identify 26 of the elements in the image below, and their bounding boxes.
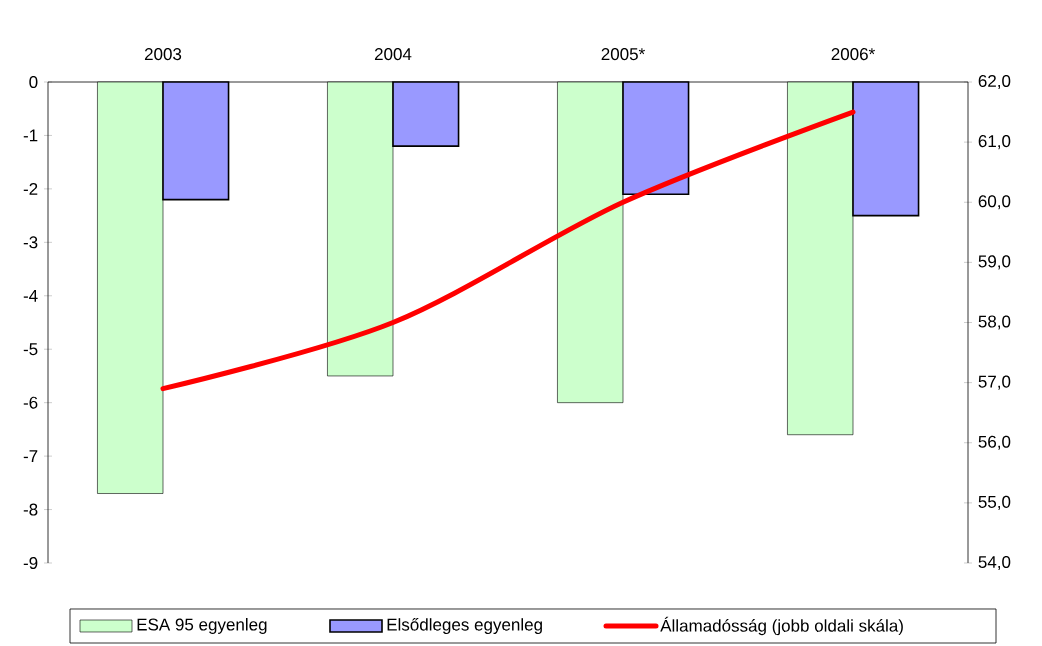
y2-tick-label: 59,0 [978,255,1011,270]
y2-tick-label: 60,0 [978,195,1011,210]
y2-tick-label: 62,0 [978,74,1011,90]
y2-tick-label: 58,0 [978,315,1011,330]
y-tick-label: -5 [23,343,38,356]
y-tick-label: -1 [23,129,38,142]
y-tick-label: -4 [23,289,38,302]
y-tick-label: -9 [23,556,38,570]
y-tick-label: -6 [23,396,38,409]
y-tick-label: -7 [23,450,38,462]
y2-tick-label: 57,0 [978,375,1011,390]
y2-tick-label: 55,0 [978,495,1011,510]
x-tick-label: 2006* [831,48,875,61]
y2-tick-label: 56,0 [978,435,1011,450]
legend-label: Elsődleges egyenleg [387,617,542,635]
x-tick-label: 2003 [144,48,182,61]
y-tick-label: -2 [23,182,38,195]
y-tick-label: 0 [29,75,38,89]
y2-tick-label: 61,0 [978,135,1011,150]
y-tick-label: -3 [23,236,38,249]
y2-tick-label: 54,0 [978,555,1011,571]
x-tick-label: 2005* [601,48,645,61]
x-tick-label: 2004 [374,48,412,61]
legend-label: Államadósság (jobb oldali skála) [660,616,903,636]
legend-label: ESA 95 egyenleg [137,618,267,634]
y-tick-label: -8 [23,503,38,516]
